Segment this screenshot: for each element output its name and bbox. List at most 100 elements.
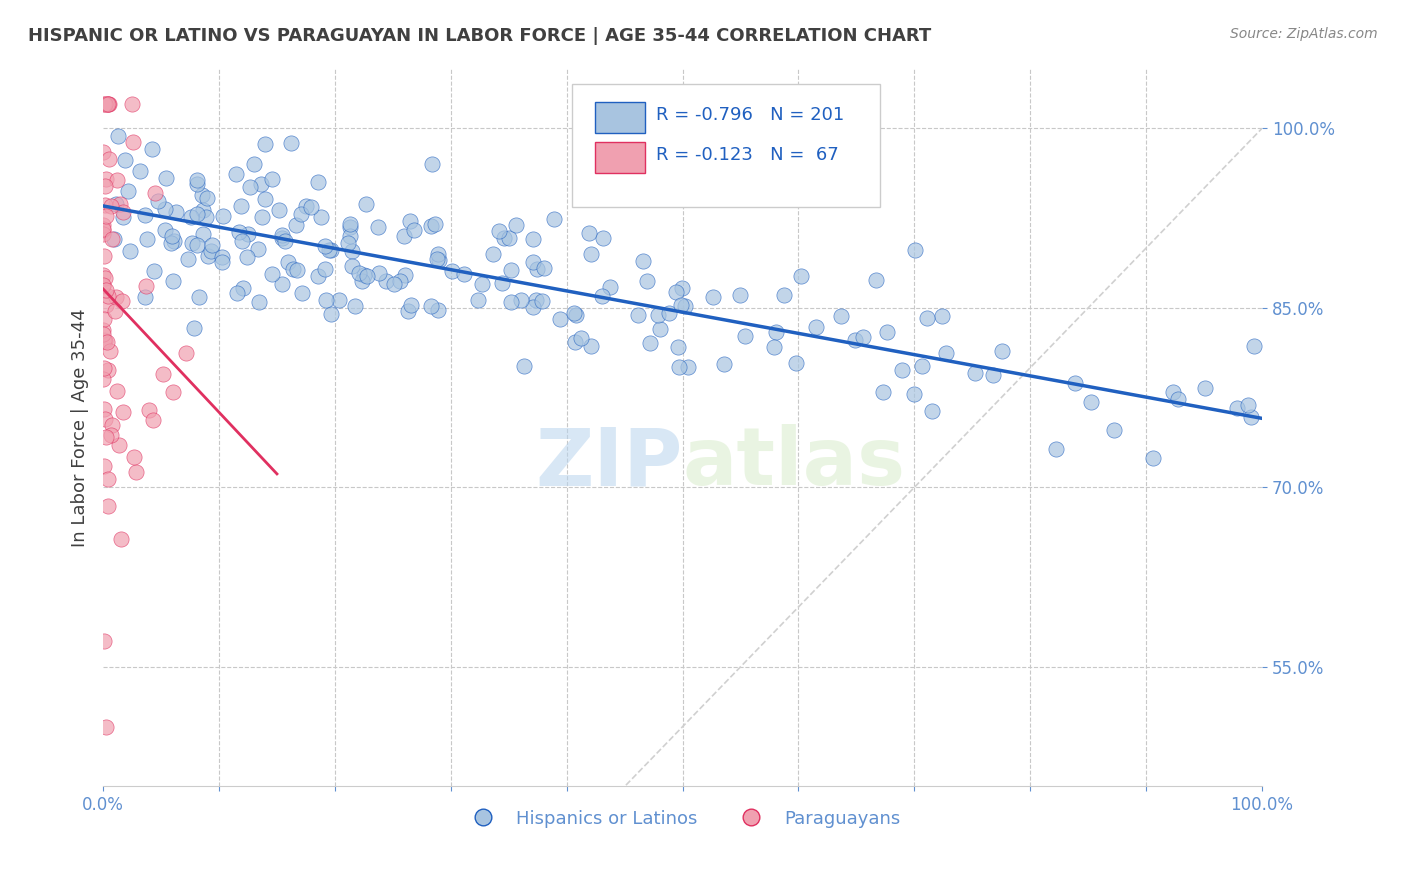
Point [501,294,523,309]
Point [830,310,852,324]
Point [349,267,371,281]
Point [93,360,115,375]
Point [1142,450,1164,465]
Point [143,264,166,278]
Point [138,402,160,417]
Point [564,335,586,350]
Point [1080,394,1102,409]
Point [91,279,114,293]
Point [1102,423,1125,437]
Point [231,235,253,249]
Point [142,413,165,427]
Point [93,277,115,292]
Point [200,238,222,252]
Point [647,308,669,322]
Point [94,97,117,112]
Point [121,135,143,149]
Text: ZIP: ZIP [536,425,682,502]
Point [981,368,1004,382]
Point [247,295,270,310]
Point [103,231,125,245]
Point [339,217,361,231]
Point [94,430,117,444]
Point [498,231,520,245]
Point [321,307,343,321]
Point [318,244,340,258]
Point [94,198,117,212]
Point [389,274,412,288]
Point [186,178,208,192]
Point [211,255,233,269]
Point [1161,384,1184,399]
Point [394,268,416,282]
Point [666,340,689,354]
Point [97,97,120,112]
FancyBboxPatch shape [595,142,645,173]
Point [229,199,252,213]
Point [180,211,202,225]
Y-axis label: In Labor Force | Age 35-44: In Labor Force | Age 35-44 [72,309,89,547]
Point [668,360,690,375]
Point [790,268,813,283]
Point [97,289,120,303]
Point [375,274,398,288]
Point [482,246,505,260]
Point [267,202,290,217]
Point [118,244,141,258]
Point [152,367,174,381]
Point [111,293,134,308]
Point [765,325,787,339]
Point [159,236,181,251]
Point [963,366,986,380]
Point [522,255,544,269]
Text: R = -0.123   N =  67: R = -0.123 N = 67 [657,146,838,164]
Point [183,321,205,335]
Point [669,298,692,312]
Point [510,293,533,307]
Point [339,229,361,244]
Point [162,385,184,400]
Point [491,276,513,290]
Point [340,244,363,258]
Point [314,238,336,252]
Point [250,178,273,192]
Point [340,259,363,273]
Point [314,262,336,277]
Point [772,288,794,302]
Point [253,192,276,206]
Point [108,438,131,452]
Point [97,152,120,166]
Point [153,202,176,217]
Point [368,266,391,280]
Point [121,97,143,112]
Point [423,217,446,231]
Point [96,334,118,349]
Point [295,199,318,213]
Point [197,249,219,263]
Point [891,363,914,377]
Point [565,309,588,323]
Point [344,299,367,313]
Point [110,197,132,211]
Point [526,262,548,277]
Point [97,472,120,486]
Point [530,293,553,308]
Point [186,207,208,221]
Point [494,230,516,244]
Point [232,280,254,294]
Point [501,263,523,277]
Point [98,97,121,112]
Point [578,227,600,241]
Point [97,499,120,513]
Point [356,269,378,284]
Point [633,254,655,268]
Legend: Hispanics or Latinos, Paraguayans: Hispanics or Latinos, Paraguayans [458,803,907,835]
Point [195,191,218,205]
Text: atlas: atlas [682,425,905,502]
Point [186,237,208,252]
Point [396,303,419,318]
Point [903,386,925,401]
Point [599,279,621,293]
Point [93,249,115,263]
Point [122,450,145,465]
